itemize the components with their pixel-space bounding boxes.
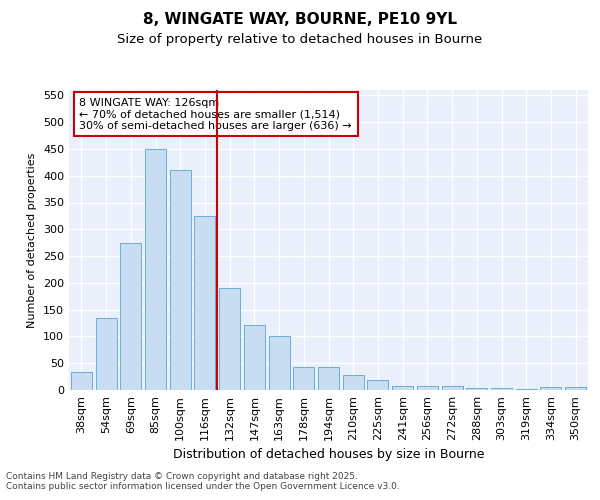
Bar (194, 216, 215, 390)
Bar (367, 380, 388, 390)
Bar (442, 386, 463, 390)
Bar (417, 386, 438, 390)
Y-axis label: Number of detached properties: Number of detached properties (28, 152, 37, 328)
Bar (565, 388, 586, 390)
Bar (466, 388, 487, 390)
Bar (392, 386, 413, 390)
Bar (293, 367, 314, 390)
Text: 8 WINGATE WAY: 126sqm
← 70% of detached houses are smaller (1,514)
30% of semi-d: 8 WINGATE WAY: 126sqm ← 70% of detached … (79, 98, 352, 130)
Bar (244, 324, 265, 390)
Text: 8, WINGATE WAY, BOURNE, PE10 9YL: 8, WINGATE WAY, BOURNE, PE10 9YL (143, 12, 457, 28)
Bar (95, 318, 116, 390)
Bar (170, 170, 191, 390)
Bar (343, 375, 364, 390)
Bar (145, 149, 166, 390)
Text: Contains HM Land Registry data © Crown copyright and database right 2025.: Contains HM Land Registry data © Crown c… (6, 472, 358, 481)
Bar (71, 372, 92, 390)
Bar (541, 387, 562, 390)
Bar (120, 242, 141, 390)
Text: Size of property relative to detached houses in Bourne: Size of property relative to detached ho… (118, 32, 482, 46)
Bar (491, 388, 512, 390)
Bar (219, 288, 240, 390)
Bar (269, 336, 290, 390)
Bar (516, 389, 537, 390)
X-axis label: Distribution of detached houses by size in Bourne: Distribution of detached houses by size … (173, 448, 484, 462)
Text: Contains public sector information licensed under the Open Government Licence v3: Contains public sector information licen… (6, 482, 400, 491)
Bar (318, 367, 339, 390)
